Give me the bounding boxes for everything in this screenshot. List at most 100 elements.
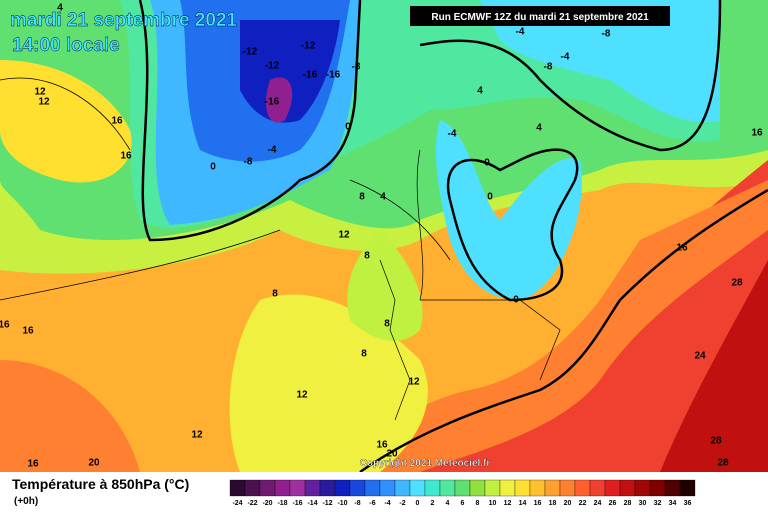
- colorbar-tick-label: 10: [489, 500, 497, 507]
- colorbar-cell: [544, 479, 561, 497]
- colorbar-tick-label: 6: [461, 500, 465, 507]
- contour-label: -12: [265, 61, 280, 72]
- contour-label: 0: [484, 158, 490, 169]
- contour-label: 4: [536, 123, 542, 134]
- colorbar-tick-label: -10: [337, 500, 347, 507]
- colorbar-cell: [604, 479, 621, 497]
- colorbar-cell: [529, 479, 546, 497]
- colorbar-tick-label: 8: [476, 500, 480, 507]
- temperature-field: [0, 0, 768, 472]
- colorbar-tick-label: 24: [594, 500, 602, 507]
- colorbar-tick-label: 0: [416, 500, 420, 507]
- contour-label: 24: [694, 351, 706, 362]
- colorbar-cell: [499, 479, 516, 497]
- time-title: 14:00 locale: [12, 35, 120, 56]
- contour-label: -8: [352, 62, 361, 73]
- contour-label: 16: [120, 151, 132, 162]
- colorbar: -24 -22 -20 -18 -16 -14 -12 -10 -8 -6 -4 -2 0 2 4 6 8 10 1…: [229, 479, 696, 507]
- contours: [0, 0, 768, 474]
- colorbar-cell: [394, 479, 411, 497]
- contour-label: 16: [376, 440, 388, 451]
- colorbar-cell: [364, 479, 381, 497]
- colorbar-cell: [409, 479, 426, 497]
- contour-label: -4: [516, 27, 525, 38]
- colorbar-cell: [469, 479, 486, 497]
- contour-label: 4: [380, 192, 386, 203]
- contour-label: 12: [296, 390, 308, 401]
- colorbar-tick-label: 22: [579, 500, 587, 507]
- copyright: Copyright 2021 Meteociel.fr: [360, 458, 491, 469]
- colorbar-tick-label: 26: [609, 500, 617, 507]
- colorbar-tick-label: -20: [262, 500, 272, 507]
- contour-label: -4: [448, 129, 457, 140]
- colorbar-tick-label: -6: [369, 500, 375, 507]
- colorbar-cell: [514, 479, 531, 497]
- colorbar-cell: [679, 479, 696, 497]
- contour-label: 16: [751, 128, 763, 139]
- colorbar-cell: [424, 479, 441, 497]
- contour-label: 28: [717, 458, 729, 469]
- contour-label: -4: [268, 145, 277, 156]
- contour-label: 0: [513, 295, 519, 306]
- colorbar-tick-label: -24: [232, 500, 242, 507]
- colorbar-cell: [259, 479, 276, 497]
- contour-label: 0: [345, 122, 351, 133]
- contour-label: -12: [243, 47, 258, 58]
- colorbar-tick-label: -16: [292, 500, 302, 507]
- contour-label: -16: [303, 70, 318, 81]
- colorbar-cell: [589, 479, 606, 497]
- colorbar-cell: [649, 479, 666, 497]
- colorbar-cell: [574, 479, 591, 497]
- colorbar-cell: [379, 479, 396, 497]
- colorbar-tick-label: 28: [624, 500, 632, 507]
- colorbar-cell: [334, 479, 351, 497]
- colorbar-tick-label: -2: [399, 500, 405, 507]
- colorbar-tick-label: 30: [639, 500, 647, 507]
- colorbar-cell: [229, 479, 246, 497]
- contour-label: 8: [384, 319, 390, 330]
- colorbar-tick-label: 18: [549, 500, 557, 507]
- contour-label: -8: [244, 157, 253, 168]
- contour-label: 16: [22, 326, 34, 337]
- colorbar-cell: [439, 479, 456, 497]
- contour-label: 16: [111, 116, 123, 127]
- contour-label: 0: [210, 162, 216, 173]
- colorbar-tick-label: 32: [654, 500, 662, 507]
- contour-label: 16: [27, 459, 39, 470]
- contour-label: 12: [191, 430, 203, 441]
- colorbar-cell: [274, 479, 291, 497]
- colorbar-tick-label: 4: [446, 500, 450, 507]
- colorbar-cell: [484, 479, 501, 497]
- contour-label: -8: [602, 29, 611, 40]
- contour-label: 12: [38, 97, 50, 108]
- colorbar-tick-label: 2: [431, 500, 435, 507]
- colorbar-tick-label: 36: [684, 500, 692, 507]
- contour-label: 8: [272, 289, 278, 300]
- colorbar-cell: [559, 479, 576, 497]
- colorbar-cell: [319, 479, 336, 497]
- colorbar-cell: [304, 479, 321, 497]
- date-title: mardi 21 septembre 2021: [10, 10, 238, 31]
- contour-label: 20: [386, 449, 398, 460]
- contour-label: -4: [561, 52, 570, 63]
- contour-label: -12: [301, 41, 316, 52]
- run-box: [410, 6, 670, 26]
- contour-label: 4: [57, 3, 63, 14]
- contour-label: 28: [731, 278, 743, 289]
- colorbar-tick-label: -14: [307, 500, 317, 507]
- contour-label: 12: [34, 87, 46, 98]
- colorbar-tick-label: -12: [322, 500, 332, 507]
- contour-label: 0: [487, 192, 493, 203]
- contour-label: 28: [710, 436, 722, 447]
- colorbar-cell: [289, 479, 306, 497]
- contour-label: 8: [364, 251, 370, 262]
- colorbar-cell: [634, 479, 651, 497]
- contour-label: 8: [359, 192, 365, 203]
- colorbar-cell: [664, 479, 681, 497]
- contour-label: 12: [338, 230, 350, 241]
- contour-label: 20: [88, 458, 100, 469]
- colorbar-tick-label: -4: [384, 500, 390, 507]
